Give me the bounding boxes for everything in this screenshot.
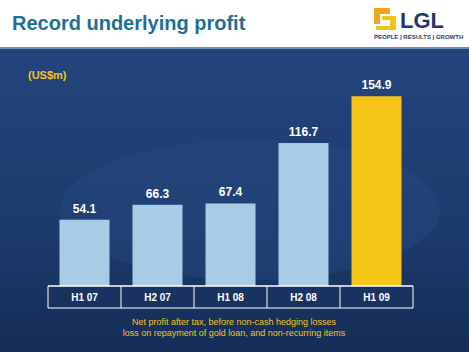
bar: [60, 220, 110, 286]
slide: Record underlying profit LGLPEOPLE | RESU…: [0, 0, 469, 352]
category-divider: [121, 286, 122, 308]
category-divider: [194, 286, 195, 308]
footnote: loss on repayment of gold loan, and non-…: [123, 328, 346, 338]
bar: [279, 143, 329, 286]
category-divider: [340, 286, 341, 308]
footnote: Net profit after tax, before non-cash he…: [132, 317, 337, 327]
y-axis-label: (US$m): [28, 69, 67, 81]
title: Record underlying profit: [12, 12, 246, 34]
x-axis-line: [48, 285, 413, 287]
header: [0, 0, 469, 48]
category-divider: [267, 286, 268, 308]
data-label: 67.4: [219, 185, 243, 199]
logo-icon: [376, 16, 396, 30]
bar: [206, 203, 256, 286]
data-label: 116.7: [289, 125, 319, 139]
x-tick-label: H2 07: [144, 292, 171, 303]
header-rule: [0, 47, 469, 49]
bars: [60, 96, 402, 286]
logo-name: LGL: [400, 8, 444, 33]
data-label: 66.3: [146, 187, 170, 201]
logo-tagline: PEOPLE | RESULTS | GROWTH: [374, 34, 463, 40]
category-divider: [48, 286, 49, 308]
labels: 54.1 66.3 67.4 116.7 154.9: [73, 78, 392, 215]
category-box-bottom: [48, 308, 413, 309]
data-label: 154.9: [361, 78, 391, 92]
logo: LGLPEOPLE | RESULTS | GROWTH: [374, 8, 463, 40]
bar: [352, 96, 402, 286]
category-divider: [413, 286, 414, 308]
data-label: 54.1: [73, 202, 97, 216]
x-tick-label: H1 08: [217, 292, 244, 303]
x-tick-label: H1 07: [71, 292, 98, 303]
x-axis: H1 07 H2 07 H1 08 H2 08 H1 09: [48, 286, 413, 308]
x-tick-label: H1 09: [363, 292, 390, 303]
bar: [133, 205, 183, 286]
body-background: [0, 48, 469, 352]
x-tick-label: H2 08: [290, 292, 317, 303]
